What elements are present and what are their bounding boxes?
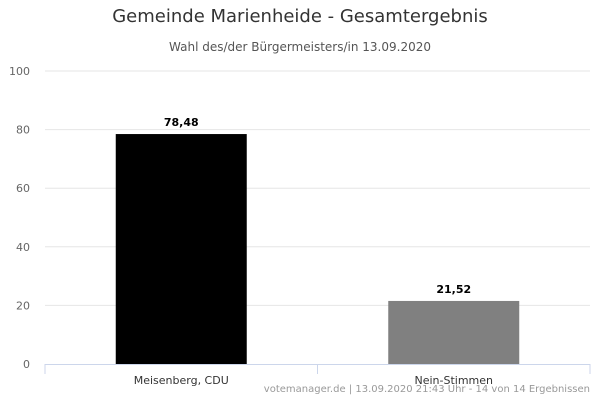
chart-title: Gemeinde Marienheide - Gesamtergebnis	[112, 6, 488, 27]
y-tick-label: 60	[16, 182, 30, 195]
bar	[115, 134, 247, 364]
data-label: 21,52	[436, 283, 471, 296]
y-tick-label: 0	[23, 358, 30, 371]
x-tick-label: Meisenberg, CDU	[134, 374, 229, 387]
y-tick-label: 80	[16, 124, 30, 137]
chart-subtitle: Wahl des/der Bürgermeisters/in 13.09.202…	[169, 40, 431, 54]
y-tick-label: 20	[16, 299, 30, 312]
chart-credit[interactable]: votemanager.de | 13.09.2020 21:43 Uhr - …	[263, 384, 590, 395]
data-label: 78,48	[164, 116, 199, 129]
y-tick-label: 100	[9, 65, 30, 78]
bar	[388, 300, 520, 364]
x-tick-label: Nein-Stimmen	[414, 374, 493, 387]
y-tick-label: 40	[16, 241, 30, 254]
